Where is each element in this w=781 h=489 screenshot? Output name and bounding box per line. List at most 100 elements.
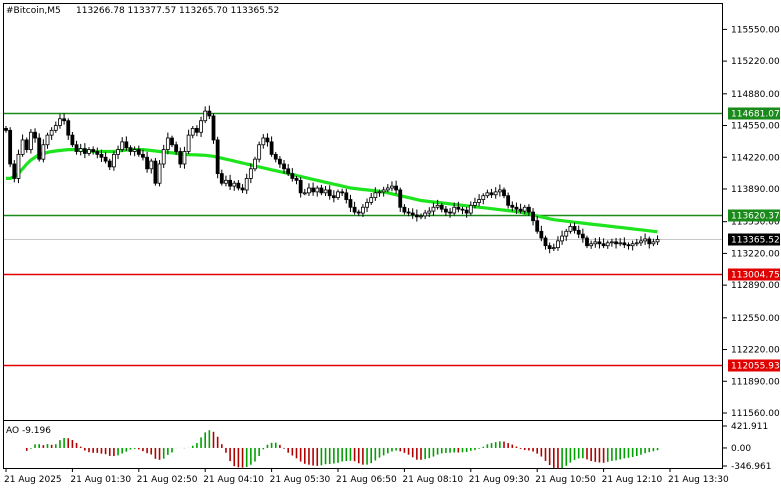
candle-body: [282, 163, 286, 170]
candle-body: [16, 153, 21, 179]
candle-body: [24, 139, 29, 150]
candle-body: [360, 206, 365, 214]
candle-body: [336, 191, 340, 199]
candle-body: [248, 168, 253, 179]
candle-body: [331, 195, 336, 199]
x-tick-label: 21 Aug 05:30: [270, 475, 331, 485]
level-tag: [728, 209, 780, 222]
candle-body: [497, 189, 502, 193]
candle-body: [614, 241, 618, 245]
ma-layer: [6, 148, 658, 234]
candle-body: [323, 189, 328, 194]
x-tick-label: 21 Aug 02:50: [137, 475, 198, 485]
candle-body: [240, 187, 245, 191]
candle-body: [402, 206, 407, 213]
candle-body: [394, 185, 399, 191]
candle-body: [132, 149, 137, 152]
y-tick-label: 114880.00: [731, 90, 780, 100]
x-tick-label: 21 Aug 04:10: [203, 475, 264, 485]
candle-body: [20, 139, 25, 155]
candle-body: [161, 149, 166, 165]
candle-body: [62, 118, 66, 122]
candle-body: [194, 128, 199, 133]
candle-body: [365, 202, 369, 208]
candle-body: [219, 173, 224, 184]
y-tick-label: 114220.00: [731, 153, 780, 163]
candle-body: [33, 131, 37, 139]
candle-body: [174, 144, 179, 152]
candle-body: [406, 211, 411, 214]
candle-body: [186, 134, 191, 152]
candle-body: [307, 187, 311, 194]
candle-body: [443, 208, 448, 213]
candle-body: [452, 206, 457, 214]
candle-body: [414, 214, 419, 218]
candle-body: [610, 241, 614, 244]
candle-body: [8, 129, 13, 165]
candle-body: [427, 210, 432, 214]
candle-body: [510, 204, 515, 208]
candle-body: [639, 240, 643, 244]
candle-body: [485, 192, 490, 197]
candle-body: [58, 118, 62, 126]
candle-body: [601, 243, 606, 247]
candle-body: [45, 134, 50, 146]
candle-body: [410, 212, 415, 216]
y-tick-label: 114550.00: [731, 122, 780, 132]
candle-body: [502, 189, 506, 197]
candle-body: [215, 139, 220, 175]
candle-body: [124, 141, 129, 149]
moving-average-line: [6, 148, 658, 234]
candle-body: [286, 168, 291, 174]
candle-body: [298, 179, 303, 194]
candle-body: [589, 243, 594, 247]
ao-scale-label: -346.961: [731, 462, 771, 472]
candle-body: [348, 199, 353, 208]
candle-body: [203, 110, 208, 122]
y-tick-label: 112550.00: [731, 314, 780, 324]
x-tick-label: 21 Aug 2025: [4, 475, 62, 485]
candle-body: [232, 182, 237, 187]
candle-body: [141, 153, 145, 158]
candle-body: [464, 209, 469, 214]
candle-body: [560, 235, 564, 242]
candle-body: [439, 204, 444, 210]
candle-body: [522, 206, 527, 212]
candle-body: [597, 241, 602, 245]
symbol-label: #Bitcoin,M5: [6, 6, 61, 16]
candle-body: [87, 149, 91, 154]
candle-body: [651, 241, 656, 245]
level-tag-label: 113004.75: [731, 271, 780, 281]
candle-body: [199, 120, 203, 133]
candle-body: [423, 212, 428, 217]
candle-body: [211, 115, 216, 141]
candle-body: [120, 141, 125, 150]
candle-body: [643, 238, 647, 242]
indicator-label: AO -9.196: [6, 426, 51, 436]
candle-body: [568, 226, 573, 232]
candle-body: [4, 128, 8, 131]
ohlc-values: 113266.78 113377.57 113265.70 113365.52: [76, 6, 279, 16]
y-tick-label: 111560.00: [731, 409, 780, 419]
candle-body: [460, 208, 465, 211]
candle-body: [527, 206, 531, 213]
candle-body: [551, 247, 556, 250]
y-tick-label: 113890.00: [731, 185, 780, 195]
x-tick-label: 21 Aug 06:50: [336, 475, 397, 485]
candles-layer: [4, 105, 660, 254]
candle-body: [377, 191, 382, 194]
candle-body: [91, 149, 96, 152]
y-tick-label: 112890.00: [731, 281, 780, 291]
candle-body: [390, 185, 394, 189]
time-axis: 21 Aug 2025 21 Aug 01:30 21 Aug 02:50 21 Au…: [4, 468, 729, 485]
candle-body: [37, 137, 42, 160]
candle-body: [647, 238, 652, 245]
level-tag: [728, 107, 780, 120]
candle-body: [572, 226, 577, 231]
candle-body: [381, 189, 386, 193]
candle-body: [398, 189, 403, 208]
level-tag: [728, 359, 780, 372]
candle-body: [385, 187, 390, 191]
candle-body: [493, 191, 498, 196]
level-tag-label: 113620.37: [731, 212, 780, 222]
